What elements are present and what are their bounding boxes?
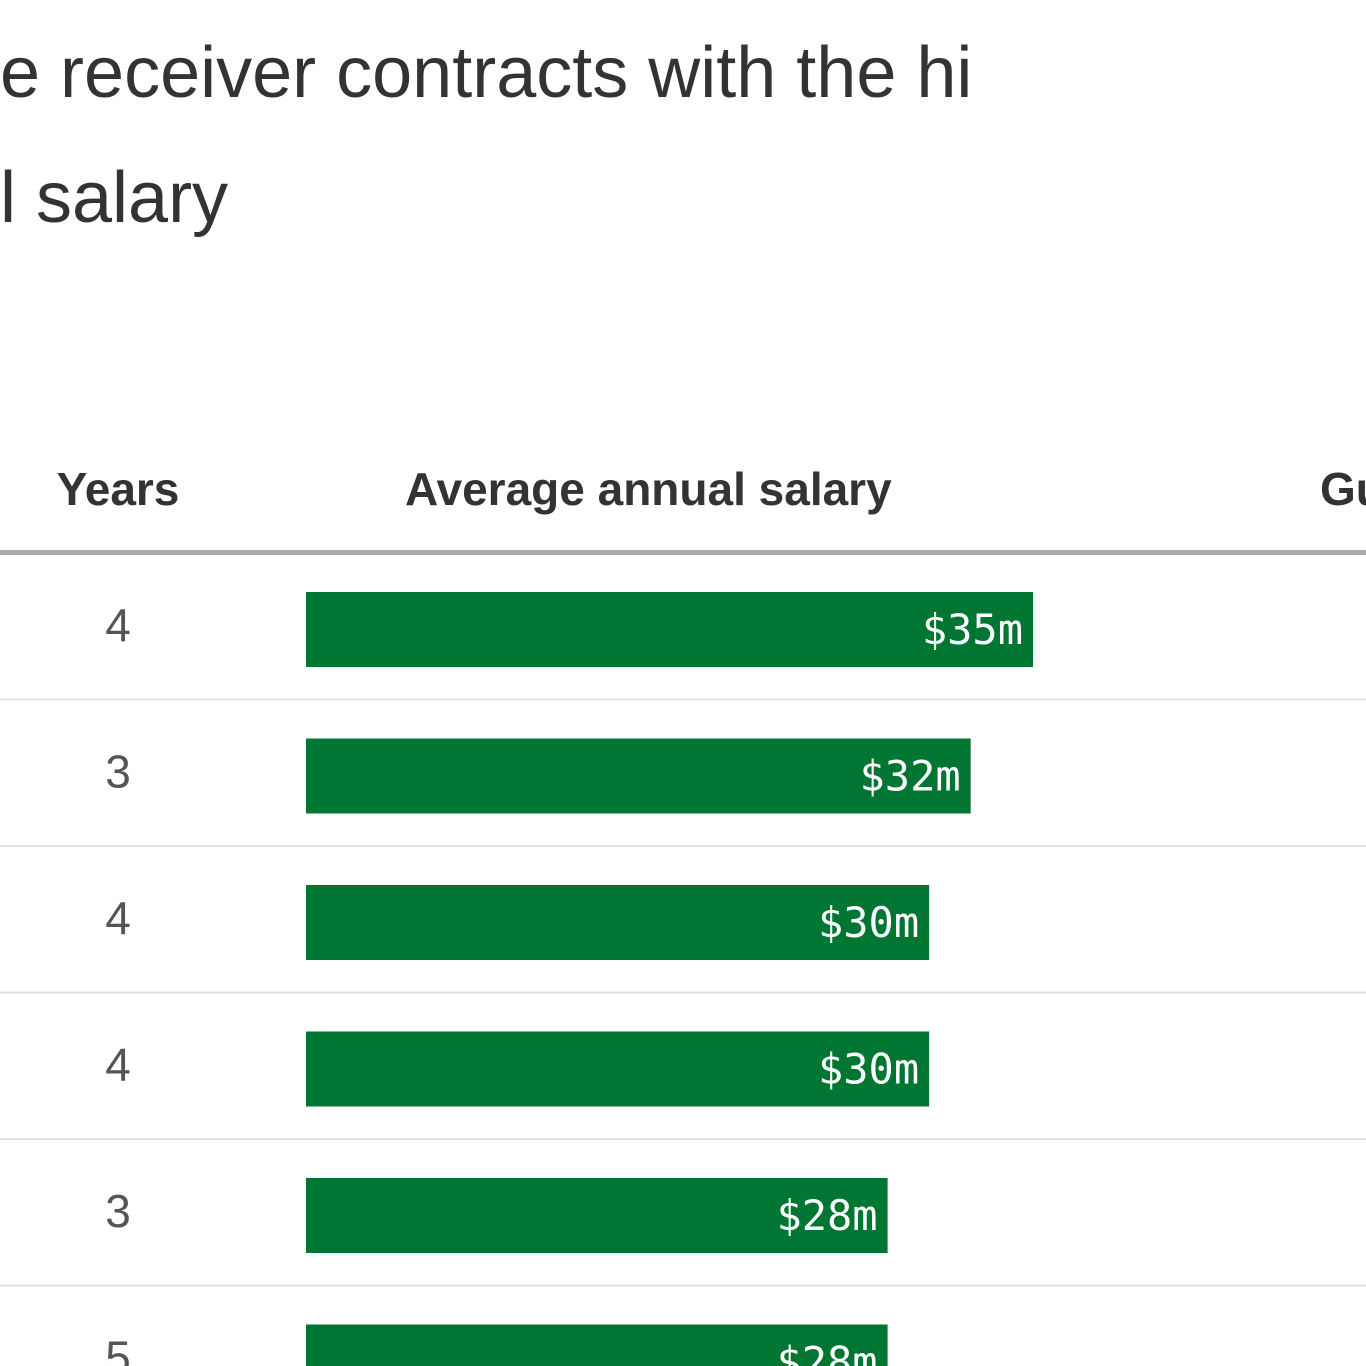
row-rule (0, 991, 1366, 994)
column-header: Average annual salary (405, 463, 892, 515)
salary-label: $32m (860, 752, 961, 801)
column-header: Gu (1320, 463, 1366, 515)
header-rule (0, 550, 1366, 555)
salary-bar (306, 592, 1033, 667)
years-cell: 5 (105, 1332, 131, 1366)
row-rule (0, 698, 1366, 701)
salary-label: $28m (776, 1338, 877, 1366)
title-line: l salary (0, 158, 228, 238)
salary-label: $35m (922, 605, 1023, 654)
years-cell: 3 (105, 1185, 131, 1237)
years-cell: 4 (105, 599, 131, 651)
salary-label: $28m (776, 1191, 877, 1240)
years-cell: 4 (105, 1039, 131, 1091)
title-line: e receiver contracts with the hi (0, 33, 972, 113)
salary-bar (306, 738, 971, 814)
row-rule (0, 845, 1366, 847)
column-header: Years (57, 463, 180, 515)
row-rule (0, 1284, 1366, 1287)
salary-bar (306, 1031, 930, 1107)
salary-bar (306, 1324, 888, 1366)
salary-label: $30m (818, 1045, 919, 1094)
row-rule (0, 1138, 1366, 1140)
years-cell: 4 (105, 892, 131, 944)
years-cell: 3 (105, 746, 131, 798)
salary-label: $30m (818, 898, 919, 947)
salary-bar (306, 885, 930, 960)
salary-bar (306, 1178, 888, 1253)
